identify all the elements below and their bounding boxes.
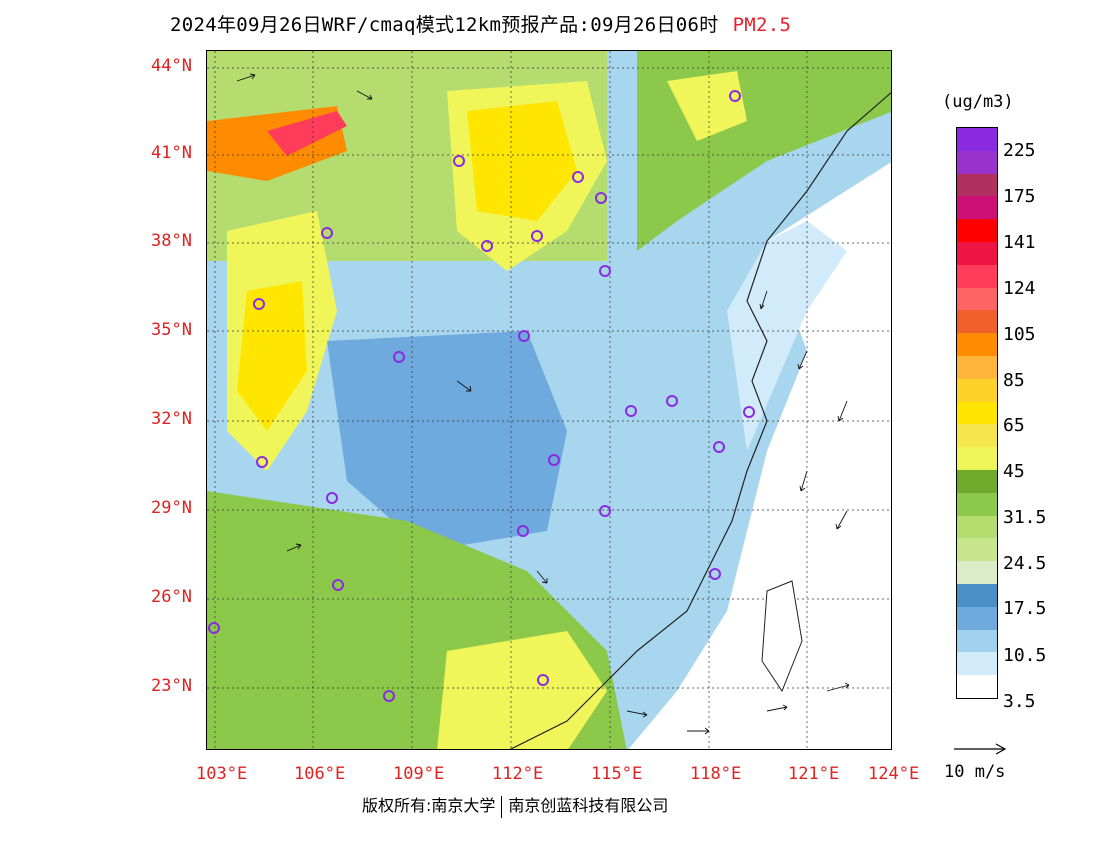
- colorbar-swatch: [957, 447, 997, 470]
- station-markers: [208, 90, 755, 702]
- forecast-map: [206, 50, 892, 750]
- colorbar-swatch: [957, 264, 997, 288]
- wind-vectors: [236, 73, 850, 735]
- lat-label-23N: 23°N: [151, 676, 192, 696]
- colorbar-swatch: [957, 241, 997, 265]
- sea-clean-air: [628, 162, 891, 749]
- company-text: 南京创蓝科技有限公司: [508, 796, 669, 815]
- lon-label-103E: 103°E: [196, 764, 248, 784]
- colorbar-swatch: [957, 492, 997, 516]
- lat-label-32N: 32°N: [151, 409, 192, 429]
- colorbar-swatch: [957, 401, 997, 425]
- legend-label-124: 124: [1003, 278, 1036, 299]
- colorbar-swatch: [957, 150, 997, 174]
- chart-title: 2024年09月26日WRF/cmaq模式12km预报产品:09月26日06时 P…: [170, 10, 791, 37]
- lat-label-26N: 26°N: [151, 587, 192, 607]
- graticule: [207, 51, 891, 749]
- copyright-text: 版权所有:南京大学: [362, 796, 496, 815]
- lat-label-35N: 35°N: [151, 320, 192, 340]
- lat-label-41N: 41°N: [151, 143, 192, 163]
- colorbar-swatch: [957, 606, 997, 630]
- lon-label-112E: 112°E: [492, 764, 544, 784]
- pollutant-label: PM2.5: [732, 14, 792, 36]
- footer-credits: 版权所有:南京大学 南京创蓝科技有限公司: [362, 792, 668, 818]
- legend-label-17-5: 17.5: [1003, 598, 1047, 619]
- lon-label-118E: 118°E: [690, 764, 742, 784]
- legend-label-24-5: 24.5: [1003, 553, 1047, 574]
- legend-label-45: 45: [1003, 461, 1025, 482]
- inner-mongolia-peak: [267, 111, 347, 156]
- colorbar-swatch: [957, 424, 997, 448]
- colorbar-swatch: [957, 173, 997, 197]
- colorbar: [956, 127, 998, 699]
- map-canvas: [207, 51, 891, 749]
- colorbar-swatch: [957, 652, 997, 676]
- legend-unit: (ug/m3): [942, 92, 1014, 112]
- colorbar-swatch: [957, 675, 997, 698]
- lon-label-115E: 115°E: [591, 764, 643, 784]
- legend-label-105: 105: [1003, 324, 1036, 345]
- legend-label-31-5: 31.5: [1003, 507, 1047, 528]
- colorbar-swatch: [957, 378, 997, 402]
- colorbar-swatch: [957, 355, 997, 379]
- legend-label-225: 225: [1003, 140, 1036, 161]
- colorbar-swatch: [957, 196, 997, 220]
- colorbar-swatch: [957, 561, 997, 584]
- central-clean: [327, 331, 567, 551]
- colorbar-swatch: [957, 333, 997, 356]
- footer-divider: [501, 795, 503, 818]
- legend-label-3-5: 3.5: [1003, 691, 1036, 712]
- northeast-haze: [667, 71, 747, 141]
- lat-label-38N: 38°N: [151, 231, 192, 251]
- wind-reference-arrow: [954, 743, 1007, 755]
- legend-label-65: 65: [1003, 415, 1025, 436]
- lon-label-109E: 109°E: [393, 764, 445, 784]
- lon-label-106E: 106°E: [294, 764, 346, 784]
- colorbar-swatch: [957, 469, 997, 493]
- colorbar-swatch: [957, 219, 997, 242]
- legend-label-10-5: 10.5: [1003, 645, 1047, 666]
- guangdong-haze: [437, 631, 607, 749]
- lat-label-29N: 29°N: [151, 498, 192, 518]
- coastline: [509, 91, 891, 749]
- colorbar-swatch: [957, 287, 997, 311]
- title-main: 2024年09月26日WRF/cmaq模式12km预报产品:09月26日06时: [170, 14, 719, 36]
- legend-label-85: 85: [1003, 370, 1025, 391]
- lon-label-124E: 124°E: [868, 764, 920, 784]
- lat-label-44N: 44°N: [151, 56, 192, 76]
- colorbar-swatch: [957, 128, 997, 151]
- colorbar-swatch: [957, 515, 997, 539]
- colorbar-swatch: [957, 629, 997, 653]
- legend-label-175: 175: [1003, 186, 1036, 207]
- legend-label-141: 141: [1003, 232, 1036, 253]
- colorbar-swatch: [957, 310, 997, 334]
- taiwan-outline: [761, 580, 803, 693]
- colorbar-swatch: [957, 583, 997, 607]
- wind-reference-label: 10 m/s: [944, 762, 1006, 782]
- sichuan-high: [237, 281, 307, 431]
- colorbar-swatch: [957, 538, 997, 562]
- lon-label-121E: 121°E: [788, 764, 840, 784]
- shanxi-high: [467, 101, 577, 221]
